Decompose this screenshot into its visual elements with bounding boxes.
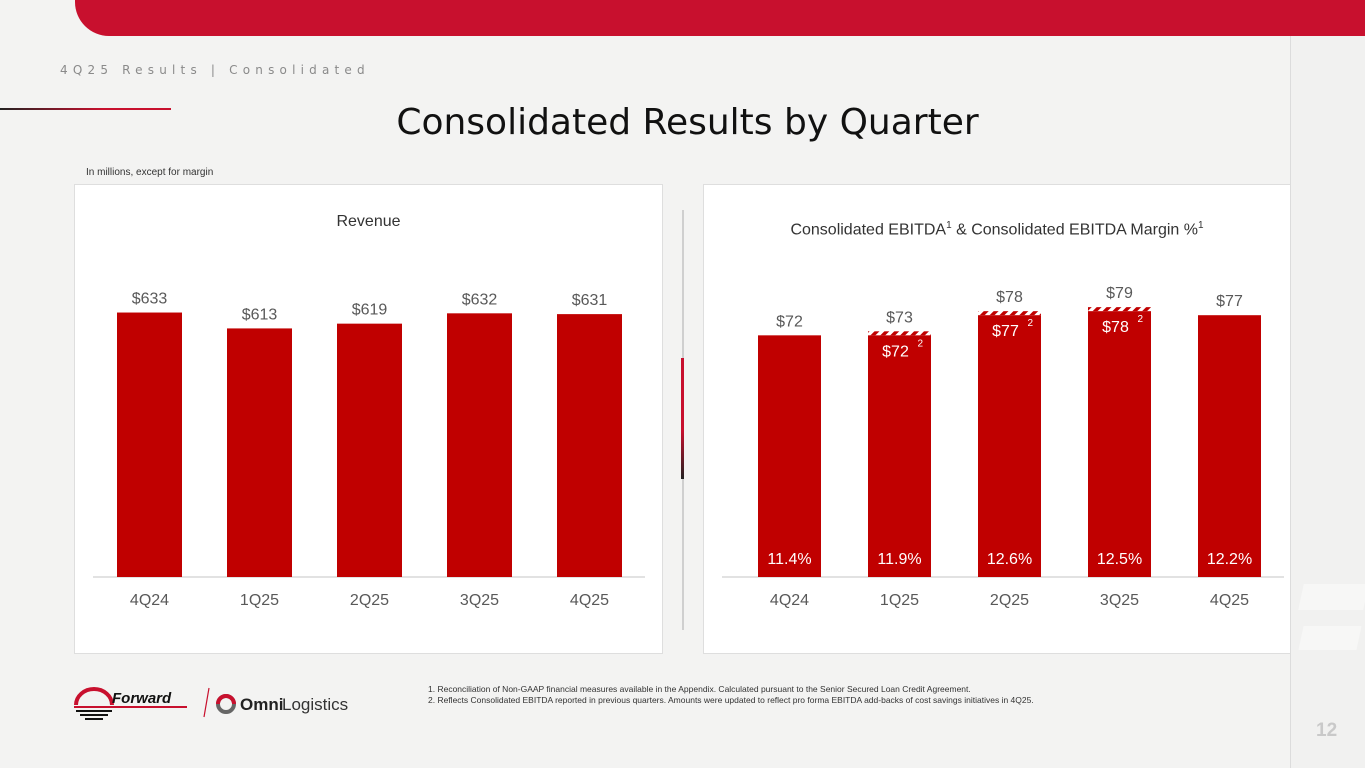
revenue-chart: $633 4Q24 $613 1Q25 $619 2Q25 $632 3Q25 $631 4Q25 <box>93 291 645 609</box>
footnote-marker: 2 <box>1028 318 1034 329</box>
x-tick-label: 4Q24 <box>130 592 169 609</box>
ebitda-bar <box>978 315 1041 577</box>
x-tick-label: 2Q25 <box>990 592 1029 609</box>
previously-reported-label: $77 <box>992 323 1019 340</box>
previously-reported-label: $72 <box>882 343 909 360</box>
footnote-2: 2. Reflects Consolidated EBITDA reported… <box>428 695 1034 705</box>
footnotes: 1. Reconciliation of Non-GAAP financial … <box>428 684 1034 706</box>
ebitda-data-label: $79 <box>1106 285 1133 302</box>
previously-reported-label: $78 <box>1102 319 1129 336</box>
x-tick-label: 2Q25 <box>350 592 389 609</box>
ebitda-data-label: $73 <box>886 309 913 326</box>
revenue-bar <box>117 312 182 577</box>
revenue-data-label: $633 <box>132 291 168 308</box>
right-decorative-strip <box>1290 36 1365 768</box>
margin-label: 11.4% <box>767 551 811 568</box>
svg-text:Forward: Forward <box>112 690 172 707</box>
ebitda-bar <box>868 335 931 577</box>
panel-divider-accent <box>681 358 684 479</box>
revenue-data-label: $613 <box>242 306 278 323</box>
x-tick-label: 4Q25 <box>570 592 609 609</box>
ebitda-bar <box>1198 315 1261 577</box>
accent-line <box>0 108 171 110</box>
omni-logistics-logo-icon: Omni Logistics <box>216 694 348 714</box>
revenue-chart-title: Revenue <box>336 213 401 230</box>
company-logo: Forward Omni Logistics <box>74 687 348 720</box>
svg-text:Omni: Omni <box>240 695 283 714</box>
revenue-bar <box>447 313 512 577</box>
revenue-data-label: $632 <box>462 291 498 308</box>
x-tick-label: 4Q25 <box>1210 592 1249 609</box>
revenue-bar <box>227 328 292 577</box>
pro-forma-addback-segment <box>978 311 1041 316</box>
revenue-data-label: $619 <box>352 302 388 319</box>
ebitda-chart-panel: Consolidated EBITDA1 & Consolidated EBIT… <box>703 184 1290 654</box>
ebitda-data-label: $72 <box>776 313 803 330</box>
svg-text:Logistics: Logistics <box>282 695 348 714</box>
x-tick-label: 4Q24 <box>770 592 809 609</box>
margin-label: 12.2% <box>1207 551 1252 568</box>
margin-label: 11.9% <box>877 551 921 568</box>
header-band <box>75 0 1365 36</box>
pro-forma-addback-segment <box>1088 307 1151 312</box>
footnote-1: 1. Reconciliation of Non-GAAP financial … <box>428 684 971 694</box>
ebitda-bar <box>758 335 821 577</box>
x-tick-label: 1Q25 <box>880 592 919 609</box>
pro-forma-addback-segment <box>868 331 931 336</box>
revenue-chart-panel: Revenue $633 4Q24 $613 1Q25 $619 2Q25 $632 3Q25… <box>74 184 663 654</box>
ebitda-data-label: $77 <box>1216 293 1243 310</box>
margin-label: 12.6% <box>987 551 1032 568</box>
x-tick-label: 1Q25 <box>240 592 279 609</box>
ebitda-bar <box>1088 311 1151 577</box>
units-note: In millions, except for margin <box>86 167 214 178</box>
ebitda-chart: $72 11.4% 4Q24 $72 2 $73 11.9% 1Q25 $77 2 $78 12.6%… <box>722 285 1284 609</box>
x-tick-label: 3Q25 <box>1100 592 1139 609</box>
ebitda-chart-title: Consolidated EBITDA1 & Consolidated EBIT… <box>790 220 1204 239</box>
footnote-marker: 2 <box>1138 314 1144 325</box>
revenue-data-label: $631 <box>572 292 608 309</box>
section-subtitle: 4Q25 Results | Consolidated <box>60 63 370 77</box>
margin-label: 12.5% <box>1097 551 1142 568</box>
revenue-bar <box>337 323 402 577</box>
footnote-marker: 2 <box>918 338 924 349</box>
page-title: Consolidated Results by Quarter <box>396 102 979 143</box>
page-number: 12 <box>1316 720 1338 741</box>
x-tick-label: 3Q25 <box>460 592 499 609</box>
forward-logo-icon: Forward <box>74 687 187 720</box>
ebitda-data-label: $78 <box>996 289 1023 306</box>
revenue-bar <box>557 314 622 577</box>
